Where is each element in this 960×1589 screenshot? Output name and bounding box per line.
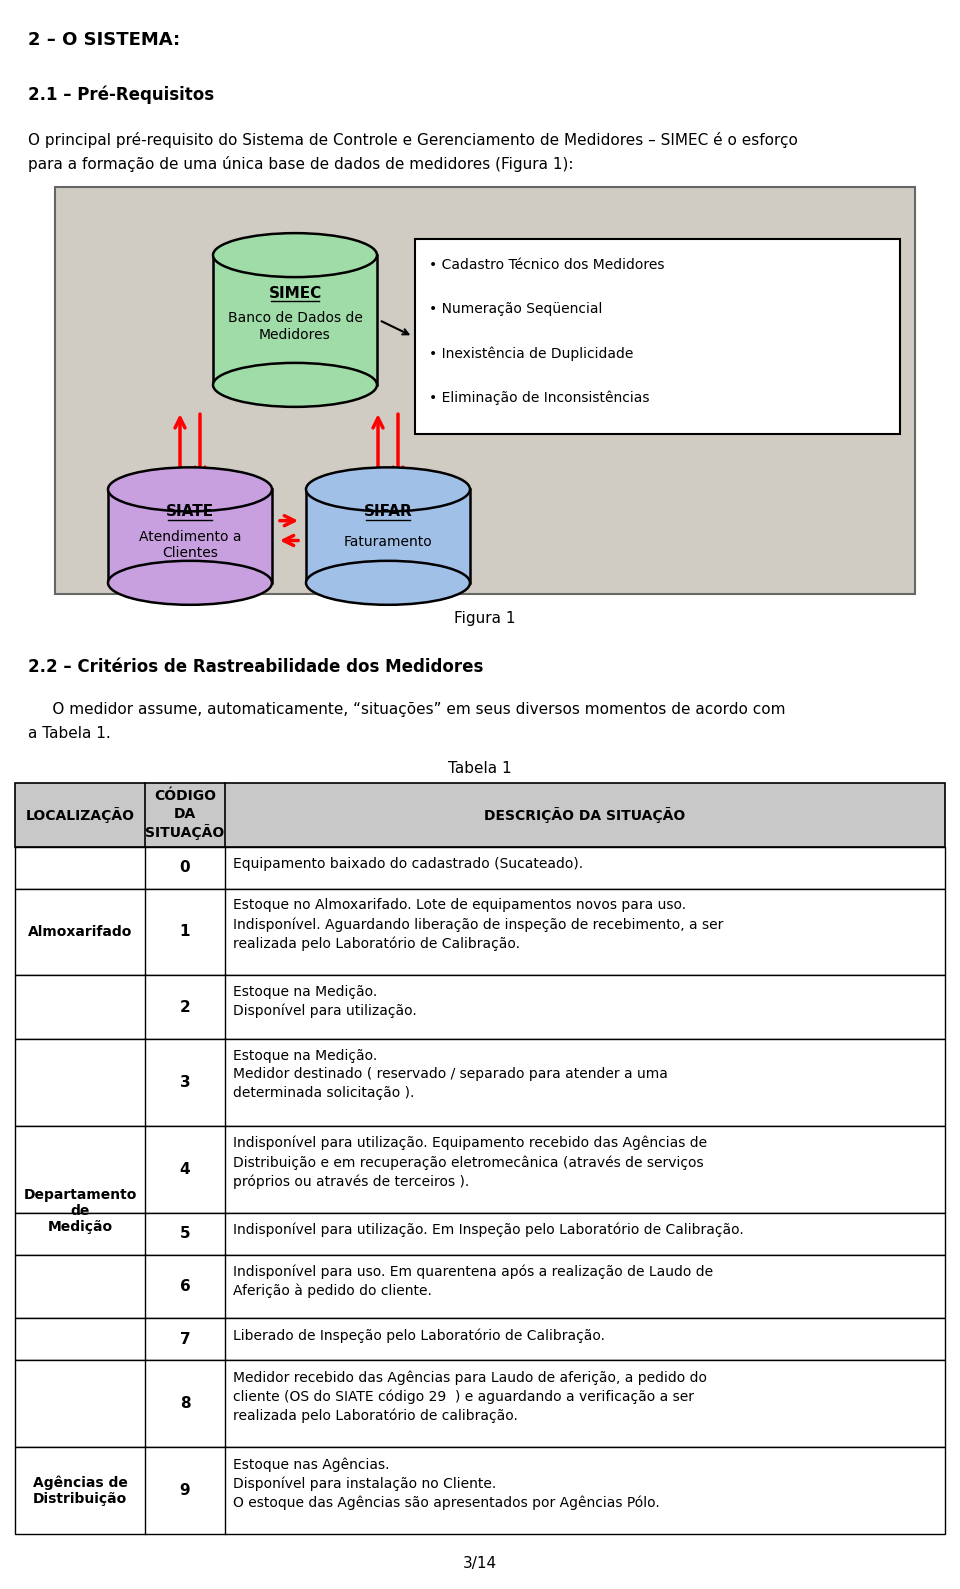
Text: Banco de Dados de
Medidores: Banco de Dados de Medidores [228, 311, 363, 342]
Text: Tabela 1: Tabela 1 [448, 761, 512, 775]
Text: Figura 1: Figura 1 [454, 612, 516, 626]
Text: LOCALIZAÇÃO: LOCALIZAÇÃO [26, 807, 134, 823]
Text: a Tabela 1.: a Tabela 1. [28, 726, 110, 740]
Ellipse shape [108, 561, 272, 605]
Ellipse shape [306, 561, 470, 605]
Text: • Inexistência de Duplicidade: • Inexistência de Duplicidade [429, 346, 634, 361]
Text: DESCRIÇÃO DA SITUAÇÃO: DESCRIÇÃO DA SITUAÇÃO [485, 807, 685, 823]
Text: 2 – O SISTEMA:: 2 – O SISTEMA: [28, 30, 180, 49]
Text: CÓDIGO
DA
SITUAÇÃO: CÓDIGO DA SITUAÇÃO [145, 790, 225, 841]
FancyBboxPatch shape [15, 1039, 945, 1127]
Text: Atendimento a
Clientes: Atendimento a Clientes [139, 529, 241, 559]
Text: 8: 8 [180, 1397, 190, 1411]
Text: O medidor assume, automaticamente, “situações” em seus diversos momentos de acor: O medidor assume, automaticamente, “situ… [28, 702, 785, 717]
Text: Indisponível para uso. Em quarentena após a realização de Laudo de
Aferição à pe: Indisponível para uso. Em quarentena apó… [233, 1265, 713, 1298]
FancyBboxPatch shape [15, 783, 945, 847]
Text: Faturamento: Faturamento [344, 534, 432, 548]
Text: Indisponível para utilização. Equipamento recebido das Agências de
Distribuição : Indisponível para utilização. Equipament… [233, 1136, 708, 1189]
Polygon shape [213, 256, 377, 385]
Text: 3: 3 [180, 1076, 190, 1090]
Text: Agências de
Distribuição: Agências de Distribuição [33, 1475, 128, 1506]
Ellipse shape [213, 362, 377, 407]
FancyBboxPatch shape [15, 1448, 945, 1533]
Text: para a formação de uma única base de dados de medidores (Figura 1):: para a formação de uma única base de dad… [28, 156, 573, 172]
Text: O principal pré-requisito do Sistema de Controle e Gerenciamento de Medidores – : O principal pré-requisito do Sistema de … [28, 132, 798, 148]
Text: Estoque no Almoxarifado. Lote de equipamentos novos para uso.
Indisponível. Agua: Estoque no Almoxarifado. Lote de equipam… [233, 898, 724, 950]
FancyBboxPatch shape [15, 976, 945, 1039]
FancyBboxPatch shape [55, 188, 915, 594]
Text: 1: 1 [180, 925, 190, 939]
Polygon shape [108, 489, 272, 583]
Text: Equipamento baixado do cadastrado (Sucateado).: Equipamento baixado do cadastrado (Sucat… [233, 856, 583, 871]
FancyBboxPatch shape [15, 1319, 945, 1360]
FancyBboxPatch shape [15, 1360, 945, 1448]
Polygon shape [306, 489, 470, 583]
Text: Liberado de Inspeção pelo Laboratório de Calibração.: Liberado de Inspeção pelo Laboratório de… [233, 1328, 605, 1343]
Text: Almoxarifado: Almoxarifado [28, 925, 132, 939]
Text: 9: 9 [180, 1483, 190, 1498]
FancyBboxPatch shape [415, 238, 900, 434]
Text: Departamento
de
Medição: Departamento de Medição [23, 1189, 136, 1235]
Text: 7: 7 [180, 1332, 190, 1347]
Text: • Cadastro Técnico dos Medidores: • Cadastro Técnico dos Medidores [429, 259, 664, 272]
FancyBboxPatch shape [15, 1127, 945, 1212]
Text: 2.2 – Critérios de Rastreabilidade dos Medidores: 2.2 – Critérios de Rastreabilidade dos M… [28, 658, 484, 675]
FancyBboxPatch shape [15, 1255, 945, 1319]
Text: SIFAR: SIFAR [364, 504, 413, 520]
Text: Estoque na Medição.
Medidor destinado ( reservado / separado para atender a uma
: Estoque na Medição. Medidor destinado ( … [233, 1049, 668, 1100]
Text: • Eliminação de Inconsistências: • Eliminação de Inconsistências [429, 391, 650, 405]
Text: 2: 2 [180, 999, 190, 1015]
Ellipse shape [306, 467, 470, 512]
Text: 5: 5 [180, 1227, 190, 1241]
FancyBboxPatch shape [15, 888, 945, 976]
FancyBboxPatch shape [15, 847, 945, 888]
Text: 3/14: 3/14 [463, 1556, 497, 1572]
Text: SIATE: SIATE [166, 504, 214, 520]
FancyBboxPatch shape [15, 1212, 945, 1255]
Text: Estoque nas Agências.
Disponível para instalação no Cliente.
O estoque das Agênc: Estoque nas Agências. Disponível para in… [233, 1457, 660, 1510]
Text: 0: 0 [180, 860, 190, 876]
Text: 2.1 – Pré-Requisitos: 2.1 – Pré-Requisitos [28, 86, 214, 105]
Text: 4: 4 [180, 1162, 190, 1177]
Text: 6: 6 [180, 1279, 190, 1293]
Text: • Numeração Seqüencial: • Numeração Seqüencial [429, 302, 602, 316]
Text: Medidor recebido das Agências para Laudo de aferição, a pedido do
cliente (OS do: Medidor recebido das Agências para Laudo… [233, 1370, 707, 1422]
Ellipse shape [108, 467, 272, 512]
Text: Estoque na Medição.
Disponível para utilização.: Estoque na Medição. Disponível para util… [233, 985, 417, 1019]
Text: SIMEC: SIMEC [269, 286, 322, 300]
Ellipse shape [213, 234, 377, 276]
Text: Indisponível para utilização. Em Inspeção pelo Laboratório de Calibração.: Indisponível para utilização. Em Inspeçã… [233, 1224, 744, 1238]
